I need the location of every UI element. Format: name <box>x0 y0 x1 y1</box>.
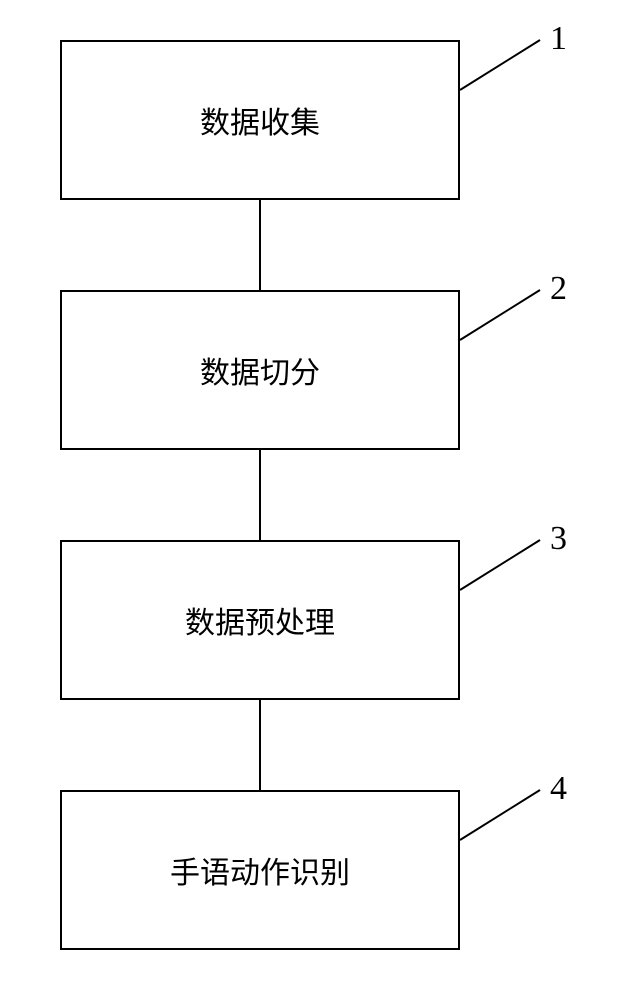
callout-label-1: 1 <box>550 20 567 58</box>
flow-node-3: 数据预处理 <box>60 540 460 700</box>
flow-node-1: 数据收集 <box>60 40 460 200</box>
flow-node-2-label: 数据切分 <box>200 348 320 392</box>
callout-label-2: 2 <box>550 270 567 308</box>
flow-node-3-label: 数据预处理 <box>185 598 335 642</box>
flowchart-canvas: { "canvas": { "width": 634, "height": 10… <box>0 0 634 1000</box>
flow-node-4: 手语动作识别 <box>60 790 460 950</box>
flow-node-1-label: 数据收集 <box>200 98 320 142</box>
flow-node-4-label: 手语动作识别 <box>170 848 350 892</box>
callout-label-3: 3 <box>550 520 567 558</box>
callout-label-4: 4 <box>550 770 567 808</box>
flow-node-2: 数据切分 <box>60 290 460 450</box>
